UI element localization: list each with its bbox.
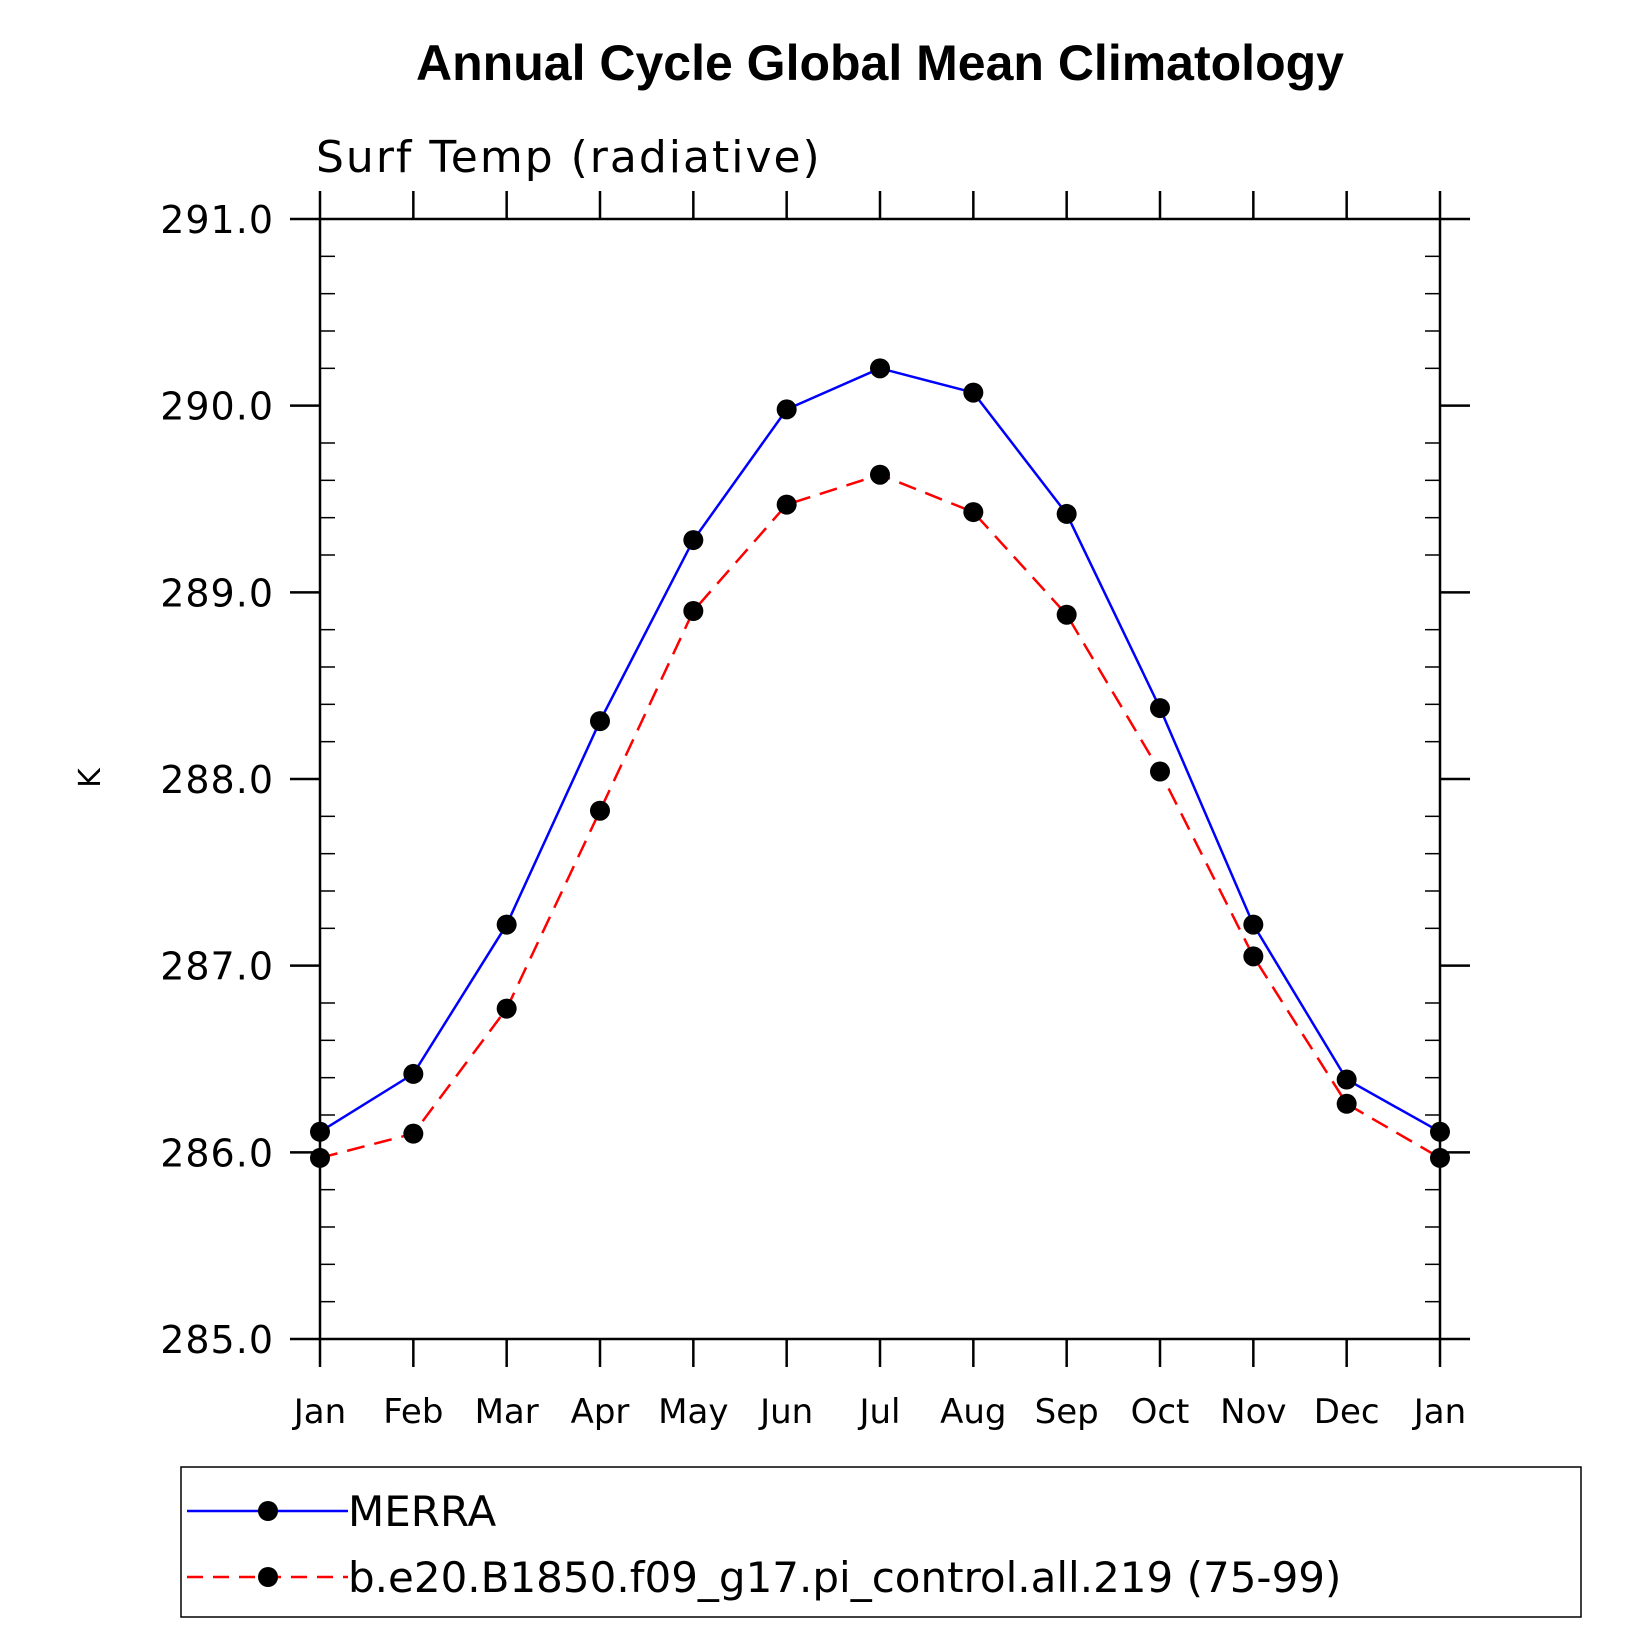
- legend: MERRA b.e20.B1850.f09_g17.pi_control.all…: [180, 1466, 1582, 1618]
- data-point-series-0: [1056, 503, 1077, 524]
- chart-subtitle: Surf Temp (radiative): [316, 132, 822, 183]
- x-tick-label: Mar: [475, 1392, 539, 1432]
- series-lines: [319, 366, 1441, 1160]
- data-point-series-1: [590, 800, 610, 821]
- x-tick-label: Dec: [1314, 1392, 1380, 1432]
- data-point-series-1: [870, 464, 890, 485]
- chart-title: Annual Cycle Global Mean Climatology: [416, 35, 1344, 91]
- x-tick-labels: Jan Feb Mar Apr May Jun Jul Aug Sep Oct Nov Dec Jan: [292, 1392, 1466, 1432]
- data-point-series-1: [403, 1123, 424, 1144]
- data-point-series-0: [1150, 698, 1170, 719]
- x-tick-label: Apr: [571, 1392, 630, 1432]
- data-point-series-0: [870, 358, 890, 379]
- data-point-series-1: [1056, 604, 1077, 625]
- data-point-series-0: [683, 530, 704, 551]
- series-line-1: [319, 473, 1441, 1160]
- data-point-series-0: [1336, 1069, 1357, 1090]
- x-tick-label: Sep: [1035, 1392, 1099, 1432]
- data-point-series-1: [1243, 946, 1264, 967]
- y-axis-label: K: [73, 767, 108, 788]
- x-tick-label: May: [658, 1392, 728, 1432]
- data-point-series-1: [776, 494, 797, 515]
- data-point-series-0: [310, 1121, 330, 1142]
- legend-label-merra: MERRA: [348, 1487, 496, 1536]
- x-tick-label: Jan: [292, 1392, 346, 1432]
- x-tick-label: Feb: [383, 1392, 443, 1432]
- y-tick-label: 289.0: [160, 571, 274, 615]
- data-point-series-1: [310, 1147, 330, 1168]
- data-point-series-1: [496, 998, 517, 1019]
- x-tick-label: Nov: [1220, 1392, 1286, 1432]
- x-tick-label: Aug: [940, 1392, 1006, 1432]
- plot-frame: [318, 217, 1442, 1341]
- legend-marker-model: [258, 1567, 278, 1587]
- data-point-series-1: [1336, 1093, 1357, 1114]
- data-point-series-0: [590, 711, 610, 732]
- data-point-series-0: [496, 914, 517, 935]
- y-tick-label: 290.0: [160, 385, 274, 429]
- y-tick-label: 285.0: [160, 1318, 274, 1362]
- data-point-series-0: [1430, 1121, 1450, 1142]
- y-tick-label: 288.0: [160, 758, 274, 802]
- legend-marker-merra: [258, 1501, 278, 1521]
- legend-box: [180, 1466, 1582, 1618]
- x-tick-label: Jul: [857, 1392, 900, 1432]
- data-point-series-0: [776, 399, 797, 420]
- data-point-series-1: [1430, 1147, 1450, 1168]
- y-tick-labels: 285.0 286.0 287.0 288.0 289.0 290.0 291.0: [160, 198, 274, 1362]
- y-tick-label: 286.0: [160, 1131, 274, 1175]
- data-point-series-1: [1150, 761, 1170, 782]
- data-point-series-0: [963, 382, 984, 403]
- x-tick-label: Oct: [1131, 1392, 1190, 1432]
- y-tick-label: 291.0: [160, 198, 274, 242]
- plot-axes: [290, 191, 1470, 1367]
- data-point-series-0: [403, 1063, 424, 1084]
- x-tick-label: Jan: [1412, 1392, 1466, 1432]
- x-tick-label: Jun: [758, 1392, 813, 1432]
- series-markers: [310, 358, 1450, 1168]
- data-point-series-1: [963, 502, 984, 523]
- y-tick-label: 287.0: [160, 945, 274, 989]
- data-point-series-0: [1243, 914, 1264, 935]
- data-point-series-1: [683, 601, 704, 621]
- legend-label-model: b.e20.B1850.f09_g17.pi_control.all.219 (…: [348, 1553, 1341, 1602]
